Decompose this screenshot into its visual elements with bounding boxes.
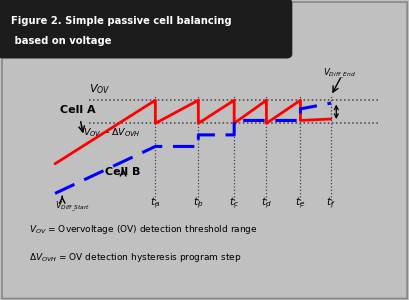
Text: $\Delta V_{OVH}$ = OV detection hysteresis program step: $\Delta V_{OVH}$ = OV detection hysteres…	[29, 251, 240, 265]
Text: $t_e$: $t_e$	[294, 195, 305, 208]
Text: $V_{OV}$: $V_{OV}$	[89, 82, 110, 96]
Text: $V_{OV}$ = Overvoltage (OV) detection threshold range: $V_{OV}$ = Overvoltage (OV) detection th…	[29, 223, 257, 236]
Text: $V_{Diff\_End}$: $V_{Diff\_End}$	[323, 67, 355, 82]
Text: $V_{OV} - \Delta V_{OVH}$: $V_{OV} - \Delta V_{OVH}$	[83, 126, 141, 139]
Text: $t_d$: $t_d$	[261, 195, 271, 208]
Text: Cell A: Cell A	[60, 105, 96, 115]
Text: $t_c$: $t_c$	[229, 195, 238, 208]
Text: based on voltage: based on voltage	[11, 36, 112, 46]
Text: $t_a$: $t_a$	[150, 195, 160, 208]
Text: $V_{Diff\_Start}$: $V_{Diff\_Start}$	[55, 200, 90, 214]
Text: $t_f$: $t_f$	[325, 195, 335, 208]
Text: Figure 2. Simple passive cell balancing: Figure 2. Simple passive cell balancing	[11, 16, 231, 26]
Text: Cell B: Cell B	[105, 167, 140, 177]
Text: $t_b$: $t_b$	[193, 195, 203, 208]
